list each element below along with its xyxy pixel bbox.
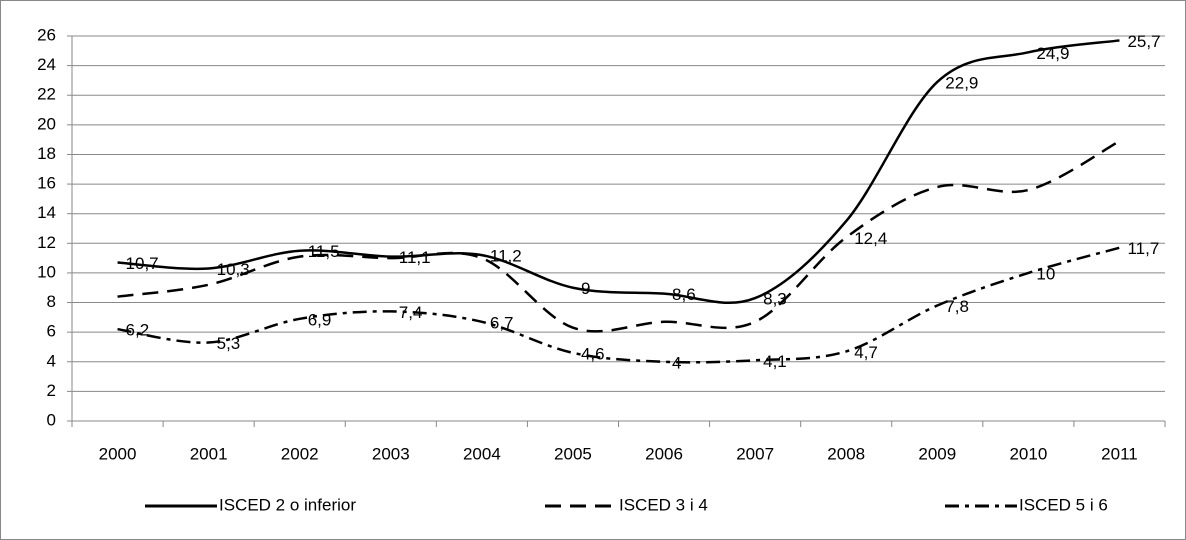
series-line — [117, 39, 1120, 305]
data-label: 4 — [672, 353, 681, 372]
legend-label: ISCED 2 o inferior — [219, 495, 356, 514]
x-tick-label: 2009 — [918, 444, 956, 463]
x-tick-label: 2001 — [190, 444, 228, 463]
data-label: 7,8 — [945, 297, 969, 316]
x-tick-label: 2008 — [827, 444, 865, 463]
y-tick-label: 18 — [37, 144, 56, 163]
y-tick-label: 12 — [37, 233, 56, 252]
y-tick-label: 24 — [37, 55, 56, 74]
y-tick-label: 14 — [37, 203, 56, 222]
series-line — [117, 246, 1120, 364]
y-tick-label: 22 — [37, 85, 56, 104]
y-tick-label: 26 — [37, 25, 56, 44]
y-tick-label: 4 — [47, 351, 56, 370]
data-label: 6,2 — [126, 321, 150, 340]
data-label: 5,3 — [217, 334, 241, 353]
data-label: 7,4 — [399, 303, 423, 322]
data-label: 8,6 — [672, 285, 696, 304]
data-label: 12,4 — [854, 229, 887, 248]
data-label: 25,7 — [1127, 32, 1160, 51]
data-label: 11,7 — [1127, 239, 1159, 258]
data-label: 4,6 — [581, 344, 605, 363]
x-tick-label: 2000 — [99, 444, 137, 463]
x-tick-label: 2002 — [281, 444, 319, 463]
data-label: 8,3 — [763, 290, 787, 309]
legend-label: ISCED 5 i 6 — [1019, 495, 1108, 514]
series-line — [117, 140, 1121, 333]
y-tick-label: 0 — [47, 410, 56, 429]
y-tick-label: 2 — [47, 381, 56, 400]
y-tick-label: 16 — [37, 174, 56, 193]
x-tick-label: 2010 — [1009, 444, 1047, 463]
x-tick-label: 2006 — [645, 444, 683, 463]
y-tick-label: 20 — [37, 114, 56, 133]
data-label: 22,9 — [945, 73, 978, 92]
data-label: 24,9 — [1036, 44, 1069, 63]
data-label: 6,7 — [490, 313, 514, 332]
data-label: 11,5 — [308, 242, 340, 261]
data-label: 11,2 — [490, 247, 522, 266]
x-tick-label: 2003 — [372, 444, 410, 463]
x-tick-label: 2004 — [463, 444, 501, 463]
data-label: 10,3 — [217, 260, 250, 279]
data-label: 4,1 — [763, 352, 787, 371]
x-tick-label: 2011 — [1101, 444, 1138, 463]
data-label: 6,9 — [308, 310, 332, 329]
legend-label: ISCED 3 i 4 — [619, 495, 708, 514]
y-tick-label: 6 — [47, 322, 56, 341]
y-tick-label: 10 — [37, 262, 56, 281]
data-label: 9 — [581, 279, 590, 298]
data-label: 4,7 — [854, 343, 878, 362]
x-tick-label: 2007 — [736, 444, 774, 463]
x-tick-label: 2005 — [554, 444, 592, 463]
data-label: 10 — [1036, 264, 1055, 283]
data-label: 10,7 — [126, 254, 159, 273]
y-tick-label: 8 — [47, 292, 56, 311]
